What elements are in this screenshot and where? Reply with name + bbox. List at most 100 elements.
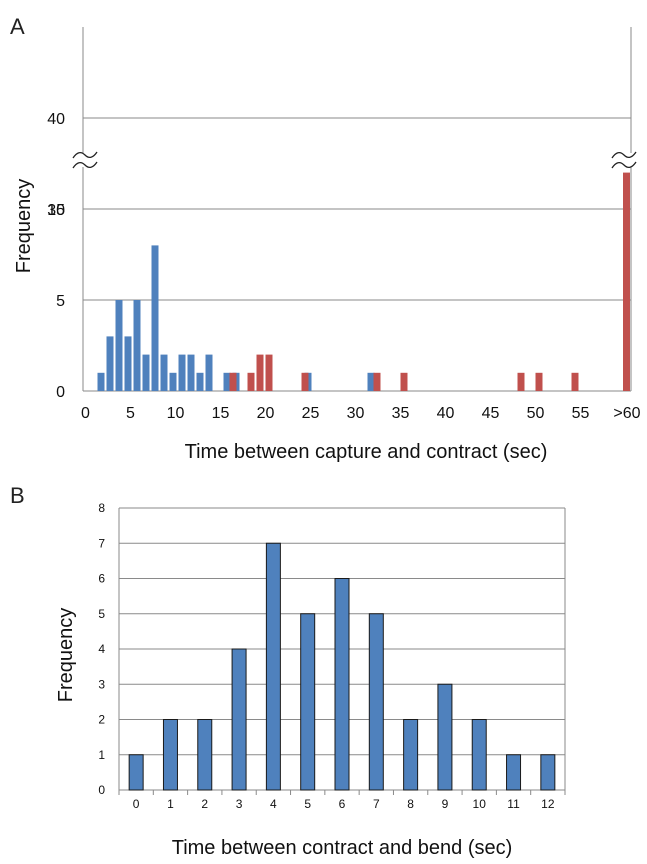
- chart-b-x-tick-label: 11: [507, 797, 520, 811]
- chart-b-bar: [300, 613, 316, 791]
- chart-a-x-tick-label: 0: [81, 405, 90, 422]
- panel-label-a: A: [10, 14, 25, 39]
- chart-a-bar: [187, 354, 195, 391]
- chart-b-bar: [265, 542, 281, 791]
- chart-a-bar: [178, 354, 186, 391]
- chart-b-bar: [403, 719, 419, 791]
- chart-b-y-ticks: 0 1 2 3 4 5 6 7 8: [98, 501, 105, 797]
- chart-a-break-mark: [611, 151, 637, 159]
- chart-b-x-tick-label: 9: [442, 797, 449, 811]
- chart-a-bar: [247, 372, 255, 391]
- chart-b-x-tick-label: 1: [167, 797, 174, 811]
- chart-a-x-tick-label: 10: [167, 405, 185, 422]
- chart-b-bar: [506, 754, 522, 791]
- chart-b-y-tick-label: 1: [98, 748, 105, 762]
- chart-b-bars: [128, 542, 556, 791]
- chart-a-x-tick-label: 5: [126, 405, 135, 422]
- chart-a-x-tick-label: 30: [347, 405, 365, 422]
- chart-b-x-tick-label: 10: [473, 797, 487, 811]
- chart-b-bar: [231, 648, 247, 791]
- chart-b-y-tick-label: 4: [98, 642, 105, 656]
- chart-a-bar: [373, 372, 381, 391]
- chart-b-x-tick-label: 3: [236, 797, 243, 811]
- chart-a-bars: [97, 172, 630, 391]
- chart-b-bar: [334, 578, 350, 791]
- chart-a-x-tick-label: 15: [212, 405, 230, 422]
- chart-b-x-axis-title: Time between contract and bend (sec): [172, 837, 513, 859]
- chart-a-y-tick-label: 5: [56, 293, 65, 310]
- chart-b-x-tick-label: 5: [304, 797, 311, 811]
- chart-b-bar: [162, 719, 178, 791]
- chart-b-y-tick-label: 2: [98, 713, 105, 727]
- chart-a-bar: [196, 372, 204, 391]
- chart-b-x-ticks: 0 1 2 3 4 5 6 7 8 9 10 11 12: [118, 790, 566, 811]
- chart-a-x-tick-label: 25: [302, 405, 320, 422]
- chart-a-bar: [517, 372, 525, 391]
- chart-a-x-tick-label: 40: [437, 405, 455, 422]
- chart-b-x-tick-label: 2: [201, 797, 208, 811]
- chart-b-bar: [437, 683, 453, 791]
- chart-a-bar: [367, 372, 375, 391]
- chart-a-break-mark: [72, 161, 98, 169]
- chart-a-x-axis-title: Time between capture and contract (sec): [185, 441, 548, 463]
- chart-a-bar: [133, 300, 141, 391]
- chart-a-bar: [301, 372, 309, 391]
- chart-b-x-tick-label: 0: [133, 797, 140, 811]
- chart-b-y-tick-label: 3: [98, 677, 105, 691]
- chart-b-x-tick-label: 8: [407, 797, 414, 811]
- chart-a-x-ticks: 0 5 10 15 20 25 30 35 40 45 50 55 >60: [81, 405, 641, 422]
- chart-a-bar: [571, 372, 579, 391]
- chart-a-bar: [256, 354, 264, 391]
- chart-b-x-tick-label: 4: [270, 797, 277, 811]
- chart-a-y-tick-label: 0: [56, 384, 65, 401]
- chart-a-bar: [265, 354, 273, 391]
- chart-a-x-tick-label: 20: [257, 405, 275, 422]
- chart-b-y-axis-title: Frequency: [55, 608, 77, 703]
- chart-a-bar: [229, 372, 237, 391]
- chart-a-bar: [223, 372, 231, 391]
- chart-b-bar: [197, 719, 213, 791]
- chart-a-bar: [535, 372, 543, 391]
- chart-a-x-tick-label: >60: [613, 405, 640, 422]
- chart-b-bar: [471, 719, 487, 791]
- chart-a-x-tick-label: 35: [392, 405, 410, 422]
- chart-b-y-tick-label: 0: [98, 783, 105, 797]
- chart-b-y-tick-label: 5: [98, 607, 105, 621]
- chart-a-break-mark: [72, 151, 98, 159]
- chart-b-bar: [368, 613, 384, 791]
- chart-a-x-tick-label: 55: [572, 405, 590, 422]
- chart-a-x-tick-label: 50: [527, 405, 545, 422]
- chart-a-bar: [142, 354, 150, 391]
- chart-a-bar: [205, 354, 213, 391]
- chart-a-bar: [115, 300, 123, 391]
- chart-b-x-tick-label: 7: [373, 797, 380, 811]
- chart-a-bar: [106, 336, 114, 391]
- chart-a-bar: [623, 172, 630, 391]
- chart-b-bar: [128, 754, 144, 791]
- chart-a-bar: [169, 372, 177, 391]
- chart-a-bar: [124, 336, 132, 391]
- chart-a-y-axis-title: Frequency: [13, 179, 35, 274]
- panel-label-b: B: [10, 483, 25, 508]
- chart-a-bar: [400, 372, 408, 391]
- chart-a-gridlines: [82, 27, 632, 392]
- chart-a-y-tick-label: 35: [47, 202, 65, 219]
- chart-a-bar: [97, 372, 105, 391]
- chart-a-bar: [160, 354, 168, 391]
- chart-b-y-tick-label: 8: [98, 501, 105, 515]
- chart-b-x-tick-label: 6: [339, 797, 346, 811]
- chart-a-y-tick-label: 40: [47, 111, 65, 128]
- chart-a-y-tick-label: 10: [47, 202, 65, 219]
- chart-b-y-tick-label: 7: [98, 536, 105, 550]
- chart-a-break-mask-left: [60, 153, 100, 167]
- chart-a-axis-break: [60, 151, 647, 169]
- chart-a-bar: [151, 245, 159, 391]
- chart-a-break-mark: [611, 161, 637, 169]
- chart-b-bar: [540, 754, 556, 791]
- chart-b-y-tick-label: 6: [98, 572, 105, 586]
- chart-a-break-mask-right: [607, 153, 647, 167]
